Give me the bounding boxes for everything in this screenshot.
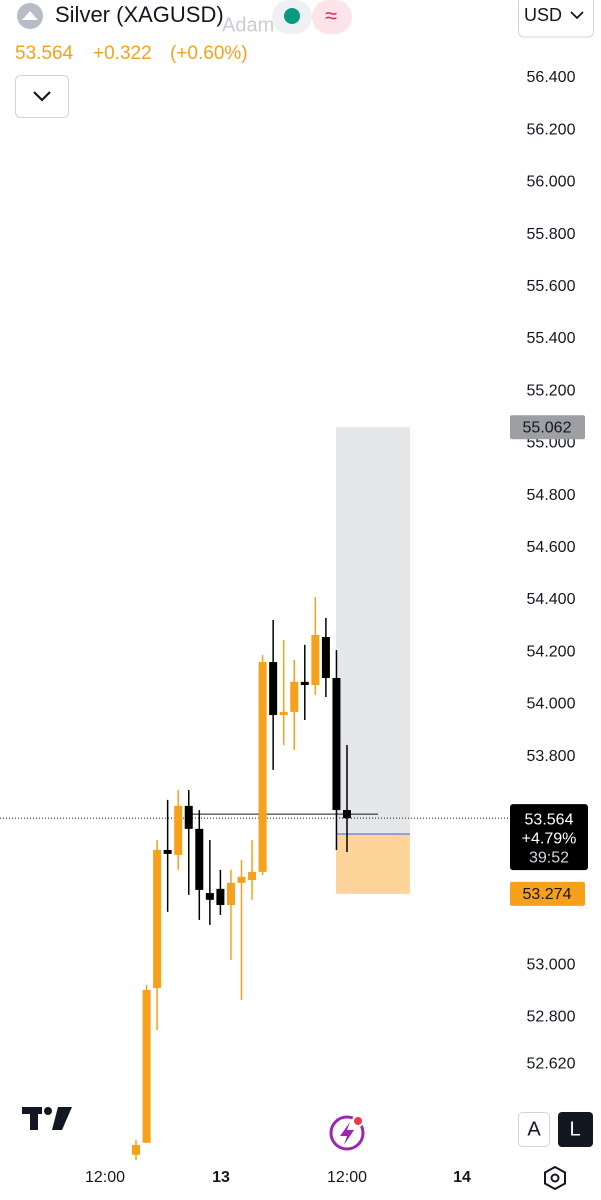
target-label-box xyxy=(510,415,585,440)
price-box-countdown: 39:52 xyxy=(529,849,569,866)
candle-body xyxy=(226,882,235,906)
alert-icon[interactable] xyxy=(329,1115,365,1151)
candle-body xyxy=(205,893,214,900)
y-tick-label: 56.200 xyxy=(527,121,576,138)
log-scale-label: L xyxy=(569,1118,580,1140)
y-tick-label: 54.600 xyxy=(527,539,576,556)
x-tick-label: 12:00 xyxy=(85,1169,125,1186)
last-price: 53.564 xyxy=(15,43,74,64)
candle-body xyxy=(142,989,151,1143)
stop-label-box xyxy=(510,881,585,906)
chevron xyxy=(33,91,51,102)
candle-body xyxy=(132,1144,140,1155)
y-tick-label: 54.800 xyxy=(527,487,576,504)
plot-area: 56.400 56.200 56.000 55.800 55.600 55.400 55.2… xyxy=(0,69,588,1186)
data-flag-icon: ≈ xyxy=(325,3,337,28)
auto-scale-label: A xyxy=(527,1118,541,1140)
stop-zone xyxy=(336,834,410,894)
candle-body xyxy=(195,828,204,890)
candle-body xyxy=(258,662,267,872)
currency: USD xyxy=(524,5,562,25)
log-scale-button[interactable] xyxy=(558,1112,593,1147)
alert-bolt xyxy=(340,1122,354,1145)
y-tick-label: 55.600 xyxy=(527,278,576,295)
symbol-icon-mark xyxy=(22,11,38,20)
candle-body xyxy=(153,849,162,989)
y-tick-label: 54.400 xyxy=(527,591,576,608)
y-tick-label: 54.200 xyxy=(527,643,576,660)
chart-title: Silver (XAGUSD) xyxy=(55,2,224,27)
y-tick-label: 55.800 xyxy=(527,226,576,243)
watermark: Adam xyxy=(222,14,274,36)
y-tick-label: 52.620 xyxy=(527,1056,576,1073)
alert-dot xyxy=(352,1115,364,1127)
tv-logo xyxy=(22,1107,72,1130)
market-open-dot xyxy=(284,8,300,24)
candle-body xyxy=(332,677,341,811)
x-tick-label: 13 xyxy=(212,1169,230,1186)
candle-body xyxy=(321,637,330,678)
y-tick-label: 54.000 xyxy=(527,696,576,713)
price-box-value: 53.564 xyxy=(525,811,574,828)
candle-body xyxy=(163,849,172,854)
target-zone xyxy=(336,427,410,835)
candle-body xyxy=(184,805,193,829)
currency-chevron xyxy=(570,11,584,20)
candle-body xyxy=(216,888,225,906)
candle-body xyxy=(300,681,309,686)
candle-body xyxy=(311,634,320,686)
settings-icon-center xyxy=(550,1173,560,1183)
currency-button[interactable] xyxy=(518,0,594,38)
target-label: 55.062 xyxy=(523,419,572,436)
price-box-change: +4.79% xyxy=(522,830,577,847)
candle-body xyxy=(269,662,278,716)
change: +0.322 xyxy=(93,43,152,64)
candle-body xyxy=(237,876,246,883)
candle-body xyxy=(279,711,288,716)
y-tick-label: 55.200 xyxy=(527,382,576,399)
x-tick-label: 14 xyxy=(453,1169,471,1186)
stop-label: 53.274 xyxy=(523,886,572,903)
candle-body xyxy=(343,810,351,819)
x-tick-label: 12:00 xyxy=(327,1169,367,1186)
candle-body xyxy=(290,681,299,712)
expand-button[interactable] xyxy=(15,75,69,118)
y-tick-label: 56.400 xyxy=(527,69,576,86)
data-flag[interactable] xyxy=(312,0,352,34)
y-tick-label: 56.000 xyxy=(527,174,576,191)
candle-body xyxy=(174,805,183,855)
auto-scale-button[interactable] xyxy=(518,1112,550,1147)
price-box xyxy=(510,804,588,871)
settings-icon[interactable] xyxy=(544,1165,566,1191)
change-percent: (+0.60%) xyxy=(170,43,248,64)
y-tick-label: 55.400 xyxy=(527,330,576,347)
candle-body xyxy=(248,871,257,880)
y-tick-label: 53.000 xyxy=(527,957,576,974)
y-tick-label: 52.800 xyxy=(527,1009,576,1026)
y-tick-label: 53.800 xyxy=(527,748,576,765)
